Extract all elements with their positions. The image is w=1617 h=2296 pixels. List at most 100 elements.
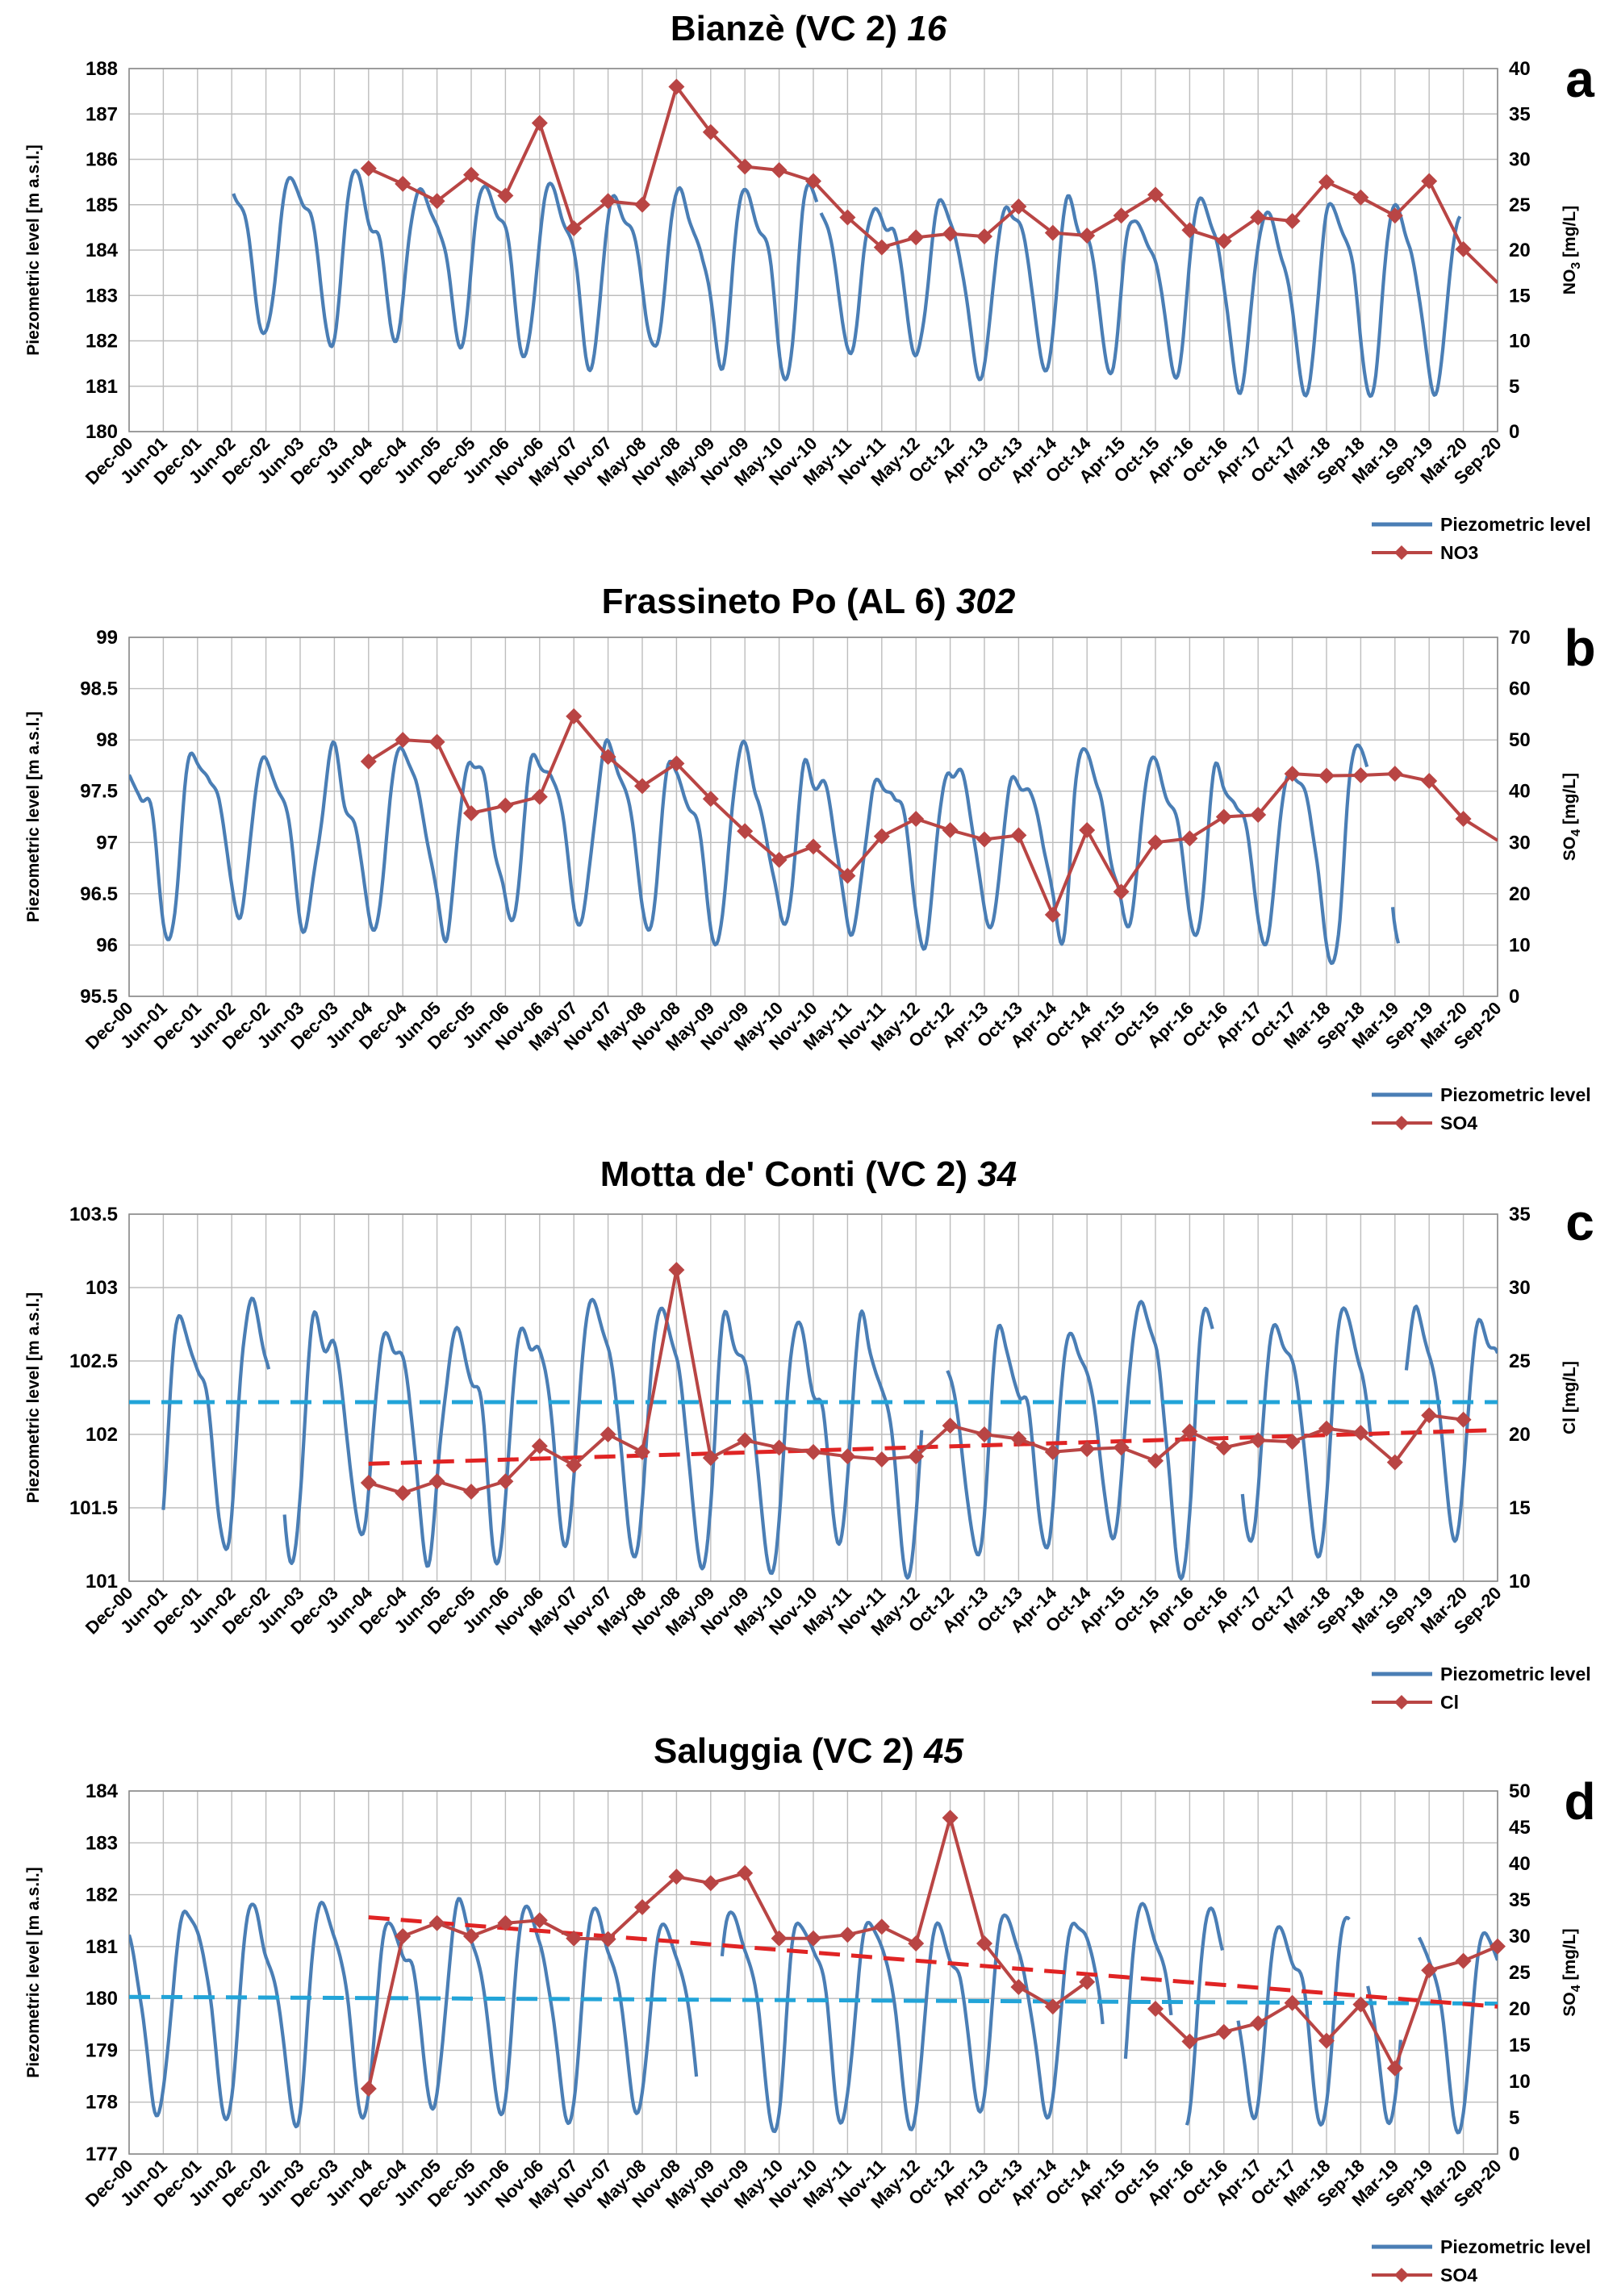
- panel-a: Bianzè (VC 2) 16 a 180 181 182 183 184 185 186 18…: [24, 9, 1594, 563]
- legend-series-marker: [1394, 1116, 1409, 1130]
- chemistry-data-point: [634, 196, 650, 213]
- panel-b: Frassineto Po (AL 6) 302 b 95.5 96 96.5 97 97.…: [24, 582, 1596, 1133]
- chemistry-data-point: [463, 1483, 479, 1500]
- y-right-label-subscript: 4: [1569, 1985, 1583, 1992]
- piezometric-level-line: [232, 169, 1462, 399]
- trend-line: [128, 1994, 1498, 2006]
- chemistry-data-point: [1284, 766, 1301, 783]
- chemistry-data-point: [1113, 883, 1130, 900]
- y-left-tick-label: 97: [96, 832, 118, 854]
- chemistry-data-point: [1284, 1434, 1301, 1451]
- piezometric-level-line: [161, 1296, 1498, 1580]
- chemistry-data-point: [360, 1475, 377, 1492]
- chemistry-data-point: [1079, 822, 1096, 839]
- chemistry-data-point: [1455, 811, 1472, 828]
- legend-series-marker: [1394, 2268, 1409, 2282]
- y-left-tick-label: 183: [86, 1832, 118, 1854]
- chemistry-data-point: [531, 115, 548, 131]
- y-right-tick-label: 30: [1509, 832, 1531, 854]
- y-right-tick-label: 60: [1509, 678, 1531, 700]
- legend-series-label: Cl: [1440, 1692, 1459, 1713]
- chemistry-data-point: [600, 1931, 616, 1947]
- y-left-tick-label: 103.5: [69, 1204, 118, 1225]
- chemistry-data-point: [702, 123, 719, 140]
- y-right-tick-label: 35: [1509, 1204, 1531, 1225]
- chemistry-data-point: [1386, 1454, 1403, 1471]
- y-right-tick-label: 25: [1509, 194, 1531, 216]
- chemistry-data-point: [1181, 2033, 1198, 2050]
- chemistry-data-point: [566, 220, 583, 236]
- y-right-tick-label: 5: [1509, 376, 1519, 398]
- chart-title-number: 34: [977, 1154, 1017, 1194]
- trend-line: [368, 1915, 1498, 2009]
- y-right-tick-label: 70: [1509, 627, 1531, 649]
- chemistry-data-point: [737, 158, 754, 175]
- y-left-tick-label: 184: [86, 1780, 119, 1802]
- panel-letter: a: [1565, 50, 1594, 108]
- chemistry-data-point: [566, 1930, 583, 1947]
- chemistry-data-point: [1455, 1411, 1472, 1428]
- panel-letter: d: [1564, 1772, 1595, 1831]
- y-right-tick-label: 10: [1509, 331, 1531, 353]
- chemistry-data-point: [873, 1451, 890, 1467]
- y-left-tick-label: 102.5: [69, 1350, 118, 1372]
- chemistry-data-point: [839, 867, 856, 884]
- chemistry-data-point: [497, 1914, 514, 1931]
- y-left-axis-label: Piezometric level [m a.s.l.]: [24, 1292, 43, 1503]
- chemistry-data-point: [428, 1914, 445, 1931]
- chemistry-data-point: [1010, 198, 1027, 215]
- chemistry-data-point: [1113, 207, 1130, 224]
- y-right-tick-label: 20: [1509, 1424, 1531, 1446]
- chemistry-data-point: [1181, 830, 1198, 847]
- y-right-tick-label: 5: [1509, 2107, 1519, 2129]
- chemistry-data-point: [531, 1912, 548, 1929]
- chemistry-data-point: [463, 166, 479, 183]
- chemistry-data-point: [395, 175, 412, 192]
- y-right-tick-label: 10: [1509, 1571, 1531, 1593]
- y-right-tick-label: 0: [1509, 2144, 1519, 2165]
- chemistry-data-point: [1318, 2032, 1335, 2049]
- chemistry-data-point: [1421, 173, 1438, 190]
- chart-title: Bianzè (VC 2) 16: [671, 9, 947, 48]
- chemistry-data-point: [360, 753, 377, 770]
- y-left-tick-label: 180: [86, 1988, 118, 2010]
- legend-series-label: SO4: [1440, 1113, 1477, 1133]
- chemistry-data-point: [1318, 767, 1335, 784]
- chemistry-data-point: [566, 708, 583, 724]
- chemistry-data-point: [1079, 228, 1096, 244]
- plot-area-frame: [128, 68, 1498, 432]
- chemistry-data-point: [634, 778, 650, 795]
- chemistry-data-point: [1250, 2015, 1267, 2031]
- chemistry-data-point: [839, 209, 856, 226]
- y-left-tick-label: 181: [86, 376, 118, 398]
- y-right-label-unit: [mg/L]: [1561, 1361, 1579, 1417]
- y-right-tick-label: 25: [1509, 1350, 1531, 1372]
- y-right-tick-label: 0: [1509, 421, 1519, 443]
- y-right-tick-label: 15: [1509, 2035, 1531, 2056]
- chemistry-data-point: [1215, 2023, 1232, 2040]
- chemistry-data-point: [976, 228, 992, 245]
- y-right-tick-label: 10: [1509, 2071, 1531, 2093]
- y-left-tick-label: 101: [86, 1571, 118, 1593]
- y-right-tick-label: 20: [1509, 1998, 1531, 2020]
- chart-title-name: Frassineto Po (AL 6): [602, 582, 956, 621]
- chemistry-data-point: [1044, 906, 1061, 923]
- chemistry-data-point: [1044, 1443, 1061, 1460]
- chemistry-data-point: [908, 1448, 925, 1465]
- chemistry-data-point: [1079, 1973, 1096, 1990]
- y-left-tick-label: 178: [86, 2092, 118, 2114]
- y-left-tick-label: 182: [86, 1885, 118, 1906]
- y-right-tick-label: 40: [1509, 781, 1531, 803]
- legend-piezo-label: Piezometric level: [1440, 2236, 1591, 2257]
- chemistry-data-point: [908, 1935, 925, 1952]
- y-left-tick-label: 181: [86, 1936, 118, 1958]
- y-right-label-main: Cl: [1561, 1417, 1579, 1434]
- chemistry-data-point: [1352, 767, 1369, 784]
- y-right-label-main: NO: [1561, 269, 1579, 295]
- chart-title: Frassineto Po (AL 6) 302: [602, 582, 1016, 621]
- chemistry-data-point: [566, 1457, 583, 1474]
- legend-piezo-label: Piezometric level: [1440, 514, 1591, 535]
- chemistry-data-point: [1181, 222, 1198, 239]
- y-left-tick-label: 188: [86, 58, 118, 80]
